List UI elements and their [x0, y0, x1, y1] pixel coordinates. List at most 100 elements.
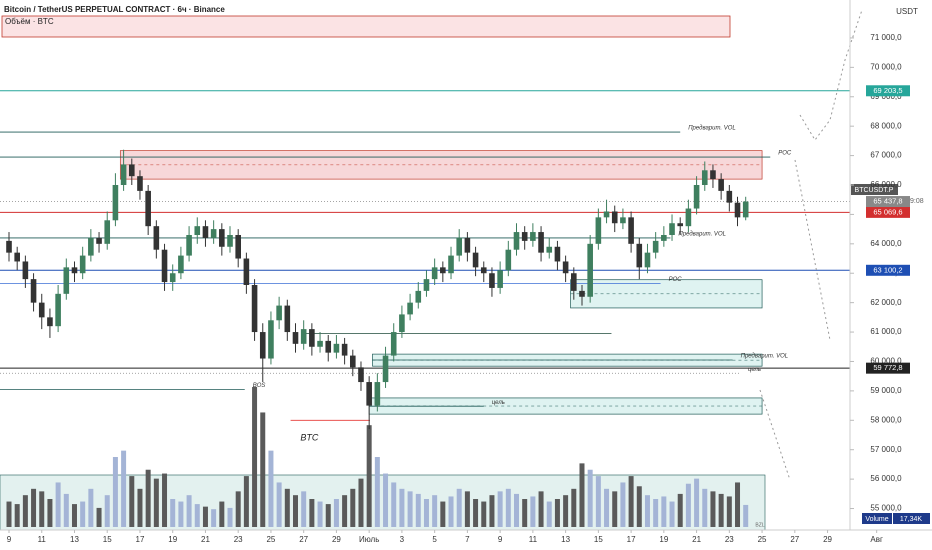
candle-body — [382, 355, 389, 383]
candle-body — [104, 220, 111, 244]
candle-body — [22, 261, 29, 280]
y-tick-label: 70 000,0 — [870, 62, 902, 71]
x-tick-label: 9 — [498, 535, 503, 544]
candle-body — [661, 235, 667, 241]
candle-body — [309, 329, 315, 347]
price-badge — [866, 264, 910, 276]
plot: Предварит. VOL POC Предварит. VOL POC Предва… — [0, 90, 850, 527]
volume-bar — [530, 496, 536, 527]
projection — [759, 389, 791, 481]
candle-body — [210, 229, 217, 238]
volume-bar — [31, 488, 37, 527]
y-tick-label: 71 000,0 — [870, 33, 902, 42]
symbol: BTCUSDT.P — [855, 187, 894, 194]
candle-body — [6, 240, 12, 253]
x-tick-label: Авг — [870, 535, 883, 544]
y-tick-label: 58 000,0 — [870, 415, 902, 424]
candle-body — [169, 273, 176, 283]
volume-bar — [55, 482, 61, 527]
candle-body — [407, 302, 413, 315]
price-badge — [866, 362, 910, 374]
volume-bar — [620, 482, 626, 527]
candle-body — [456, 237, 463, 256]
volume-bar — [325, 504, 331, 527]
x-tick-label: 29 — [823, 535, 832, 544]
candle-body — [710, 170, 716, 180]
candle-body — [571, 273, 577, 291]
volume-bar — [22, 495, 28, 527]
volume-bar — [145, 469, 151, 527]
candle-body — [652, 240, 659, 253]
candle-body — [88, 237, 94, 256]
volume-bar — [432, 495, 438, 527]
candle-body — [71, 267, 78, 274]
y-tick-label: 57 000,0 — [870, 445, 902, 454]
candle-body — [538, 232, 544, 253]
level-label: Предварит. VOL — [678, 232, 726, 238]
candle-body — [194, 226, 201, 235]
x-tick-label: 9 — [7, 535, 12, 544]
volume-bar — [317, 501, 323, 527]
candle-body — [628, 217, 634, 244]
y-tick-label: 64 000,0 — [870, 239, 902, 248]
candle-body — [178, 255, 184, 274]
candle-body — [521, 232, 528, 241]
volume-bar — [587, 469, 593, 527]
volume-bar — [415, 493, 421, 527]
candle-body — [440, 267, 446, 274]
volume-bar — [153, 478, 159, 527]
candle-body — [399, 314, 405, 333]
x-tick-label: 13 — [70, 535, 79, 544]
volume-bar — [407, 491, 413, 527]
volume-bar — [497, 491, 503, 527]
level-label: цель — [748, 367, 761, 373]
volume-bar — [538, 491, 544, 527]
volume-bar — [644, 495, 650, 527]
candle-body — [55, 293, 61, 327]
candle-body — [390, 332, 397, 356]
volume-bar — [595, 476, 601, 527]
candle-body — [235, 235, 241, 259]
volume-bar — [63, 493, 69, 527]
volume-legend-box — [1, 15, 731, 38]
volume-bar — [96, 507, 102, 527]
volume-bar — [661, 496, 667, 527]
x-tick-label: 21 — [201, 535, 210, 544]
candle-body — [636, 243, 643, 268]
candle-body — [562, 261, 569, 274]
candle-body — [202, 226, 209, 238]
candle-body — [268, 320, 274, 359]
candle-body — [423, 279, 430, 291]
x-tick-label: 27 — [299, 535, 308, 544]
volume-bar — [137, 488, 143, 527]
candle-body — [161, 249, 168, 283]
candle-body — [219, 229, 225, 247]
volume-bar — [743, 504, 749, 527]
x-tick-label: 13 — [561, 535, 570, 544]
volume-bar — [612, 491, 618, 527]
y-tick-label: 62 000,0 — [870, 298, 902, 307]
volume-bar — [579, 463, 585, 527]
candle-body — [554, 246, 561, 262]
candle-body — [300, 329, 307, 344]
volume-bar — [677, 493, 683, 527]
price-label: 59 772,8 — [873, 363, 902, 372]
x-tick-label: 23 — [725, 535, 734, 544]
y-tick-label: 61 000,0 — [870, 327, 902, 336]
volume-bar — [292, 495, 298, 527]
currency: USDT — [896, 7, 918, 16]
candle-body — [603, 211, 610, 218]
volume-bar — [39, 491, 45, 527]
level-label: Предварит. VOL — [741, 354, 789, 360]
countdown: 03:49:08 — [896, 198, 923, 205]
volume-bar — [333, 499, 339, 527]
volume-bar — [211, 509, 217, 527]
candle-body — [317, 340, 323, 347]
chart-title: Bitcoin / TetherUS PERPETUAL CONTRACT · … — [4, 5, 225, 14]
volume-bar — [366, 425, 372, 527]
candle-body — [726, 190, 733, 203]
candle-body — [292, 332, 299, 344]
candle-body — [480, 267, 487, 274]
volume-bar — [604, 488, 610, 527]
